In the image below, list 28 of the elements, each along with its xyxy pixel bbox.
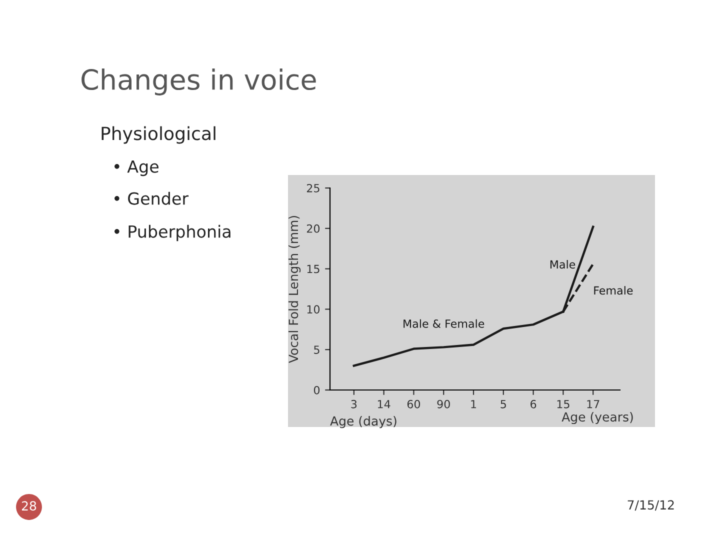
series-label: Male bbox=[550, 260, 576, 269]
y-axis-title: Vocal Fold Length (mm) bbox=[288, 216, 301, 363]
y-tick-label: 0 bbox=[314, 386, 320, 394]
x-tick-label: 14 bbox=[378, 400, 390, 408]
x-tick-label: 6 bbox=[530, 400, 536, 408]
y-tick-label: 25 bbox=[306, 184, 320, 192]
x-tick-label: 60 bbox=[407, 400, 420, 408]
series-label: Female bbox=[594, 286, 633, 295]
text: 7/15/12 bbox=[628, 500, 674, 511]
y-tick-label: 15 bbox=[307, 264, 320, 274]
series-label: Male & Female bbox=[404, 319, 484, 328]
text: 28 bbox=[22, 501, 36, 511]
x-axis-title: Age (days) bbox=[330, 416, 396, 428]
text: Physiological bbox=[102, 126, 216, 144]
text: • Age bbox=[114, 160, 158, 176]
y-tick-label: 5 bbox=[314, 346, 320, 354]
text: • Puberphonia bbox=[114, 224, 230, 242]
y-tick-label: 20 bbox=[306, 224, 320, 233]
x-tick-label: 15 bbox=[557, 400, 570, 408]
x-tick-label: 1 bbox=[471, 400, 476, 408]
chart-title: Changes in voice bbox=[82, 68, 316, 96]
text: Age (years) bbox=[562, 412, 633, 424]
x-tick-label: 90 bbox=[437, 400, 450, 408]
y-tick-label: 10 bbox=[307, 305, 320, 314]
x-tick-label: 5 bbox=[500, 400, 506, 408]
text: • Gender bbox=[114, 192, 189, 205]
x-tick-label: 3 bbox=[351, 400, 357, 408]
x-tick-label: 17 bbox=[587, 400, 600, 408]
